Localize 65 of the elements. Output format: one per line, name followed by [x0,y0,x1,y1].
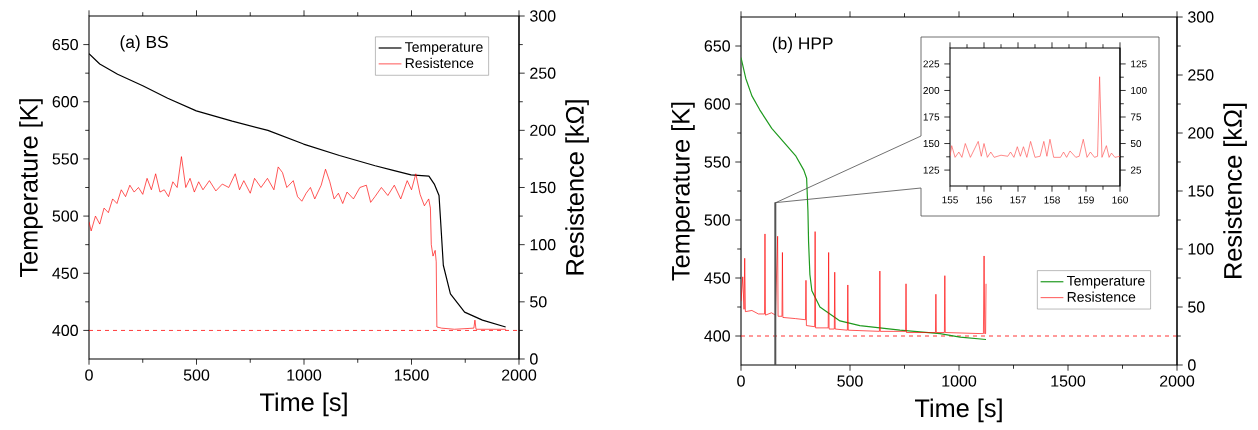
y2-tick-label: 0 [1188,359,1196,371]
y2-tick-label: 300 [1188,11,1214,23]
x-tick-label: 1000 [942,375,977,387]
legend-label: Temperature [405,42,483,55]
text: (a) BS [120,35,168,52]
y-axis-title: Temperature [K] [671,102,695,281]
text: (b) HPP [772,36,833,53]
y2-tick-label: 125 [1131,60,1147,68]
y2-axis-title: Resistence [kΩ] [1223,103,1247,278]
x-tick-label: 1500 [1051,375,1086,387]
x-tick-label: 160 [1112,196,1128,204]
y2-tick-label: 100 [1131,86,1147,95]
y2-tick-label: 200 [530,124,556,136]
y-tick-label: 500 [704,214,730,226]
y-tick-label: 125 [923,166,940,174]
y-tick-label: 175 [923,113,940,121]
x-tick-label: 1500 [394,369,429,381]
y-tick-label: 600 [704,98,730,110]
y-tick-label: 400 [52,324,78,337]
y2-tick-label: 300 [530,10,556,22]
x-tick-label: 158 [1044,196,1060,204]
y-tick-label: 200 [923,86,940,95]
y-tick-label: 550 [704,156,730,168]
y-tick-label: 600 [52,96,78,108]
x-tick-label: 500 [183,369,210,381]
y-tick-label: 450 [52,267,78,279]
y2-axis-title: Resistence [kΩ] [565,100,589,275]
y-axis-title: Temperature [K] [19,99,43,278]
y2-tick-label: 50 [1130,140,1142,148]
y2-tick-label: 250 [1188,69,1214,81]
legend-label: Resistence [1067,291,1136,302]
y2-tick-label: 0 [530,353,538,365]
y2-tick-label: 200 [1188,127,1214,139]
x-tick-label: 155 [942,196,958,204]
y-tick-label: 500 [52,210,78,222]
y2-tick-label: 50 [1188,301,1205,313]
y-tick-label: 400 [704,330,730,342]
legend-label: Temperature [1066,275,1145,289]
y2-tick-label: 150 [530,181,556,194]
y2-tick-label: 50 [530,296,547,308]
y-tick-label: 150 [923,140,940,148]
line-series [950,76,1120,158]
y-tick-label: 650 [704,40,730,52]
x-tick-label: 0 [85,369,93,381]
y2-tick-label: 100 [1188,243,1214,255]
y2-tick-label: 100 [530,239,556,251]
x-tick-label: 500 [837,375,863,387]
x-tick-label: 157 [1010,196,1026,204]
y-tick-label: 550 [52,153,78,165]
x-tick-label: 156 [976,196,992,204]
x-tick-label: 2000 [502,369,537,381]
y-tick-label: 225 [923,60,940,68]
y-tick-label: 450 [704,272,730,284]
x-tick-label: 2000 [1160,375,1195,387]
legend-label: Resistence [405,57,474,69]
y-tick-label: 650 [52,38,78,51]
x-tick-label: 159 [1078,196,1094,204]
y2-tick-label: 250 [530,67,556,79]
x-axis-title: Time [s] [915,398,1002,423]
x-tick-label: 0 [737,375,745,387]
x-axis-title: Time [s] [260,392,347,417]
y2-tick-label: 25 [1130,166,1142,174]
y2-tick-label: 150 [1188,185,1214,197]
y2-tick-label: 75 [1130,113,1142,121]
x-tick-label: 1000 [287,369,322,381]
